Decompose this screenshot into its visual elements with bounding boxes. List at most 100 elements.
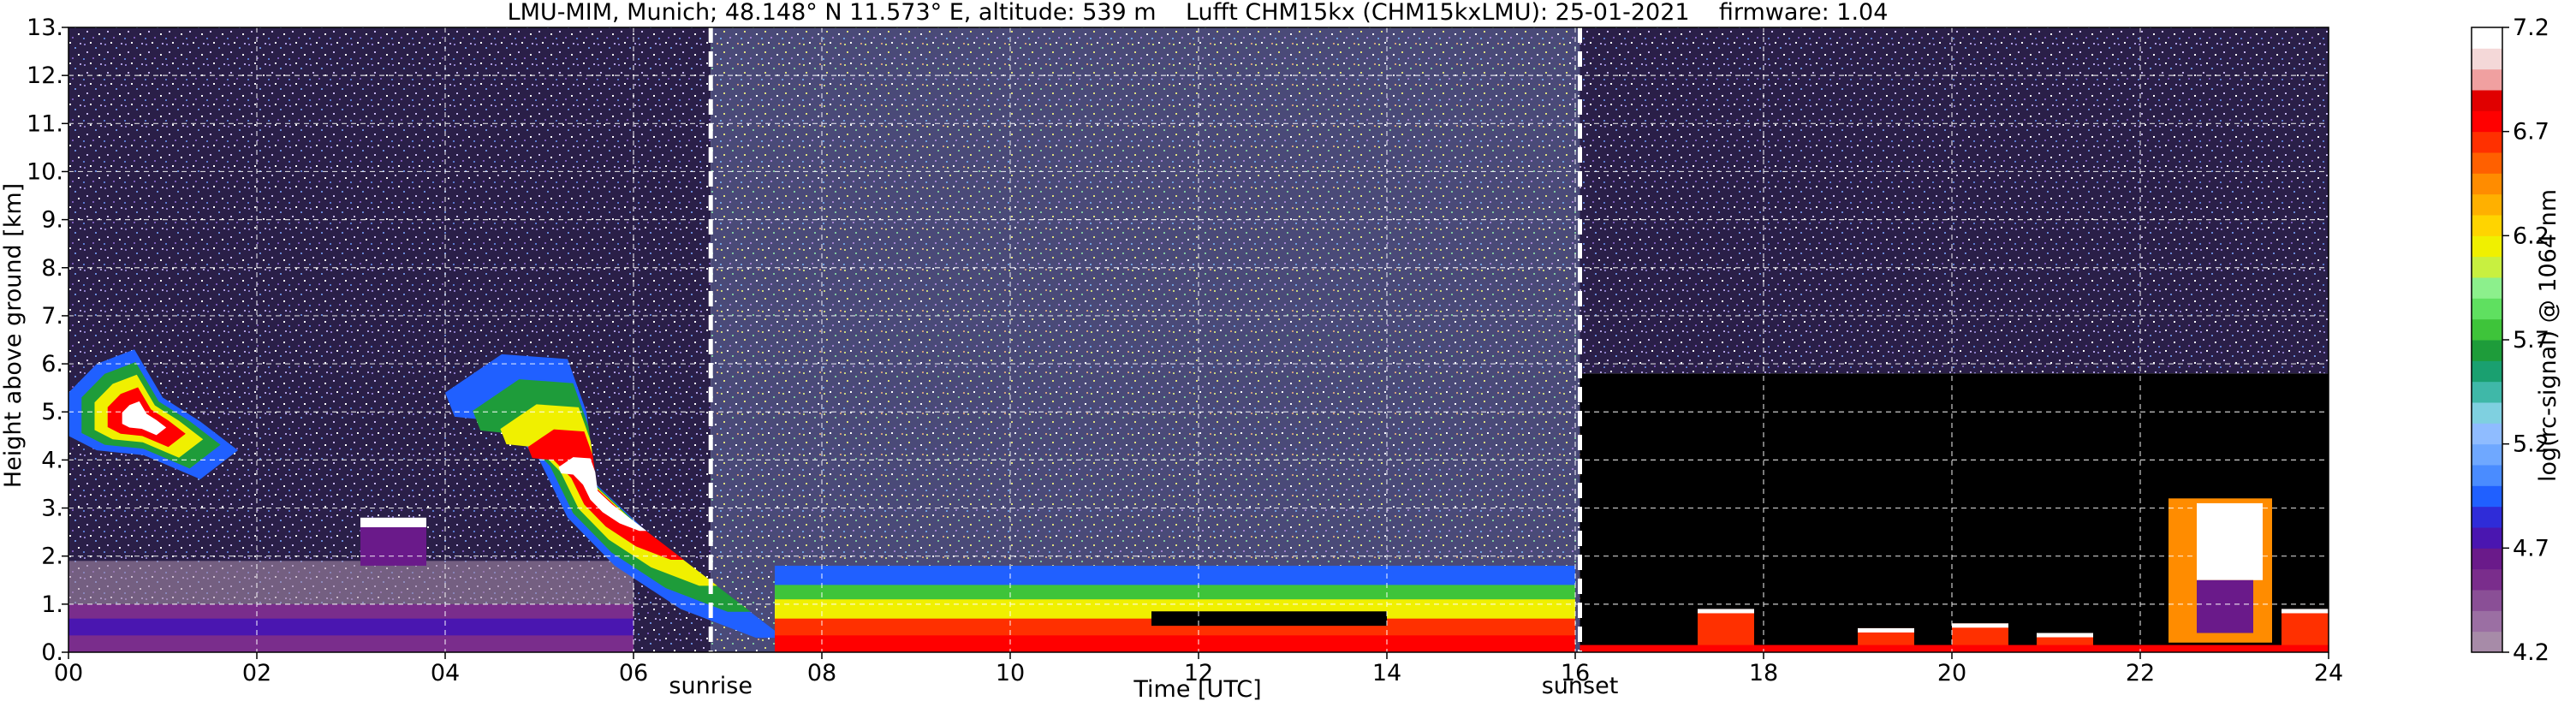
colorbar: 4.2 4.7 5.2 5.7 6.2 6.7 7.2 log(rc-signal) @ 1… xyxy=(2471,15,2561,666)
backscatter-heatmap xyxy=(68,27,2329,652)
y-tick-label: 5. xyxy=(41,399,63,425)
colorbar-segment xyxy=(2472,131,2502,153)
colorbar-segment xyxy=(2472,527,2502,549)
annotation-lines xyxy=(708,27,1582,652)
x-tick-label: 24 xyxy=(2314,660,2343,686)
colorbar-segment xyxy=(2472,27,2502,49)
plot-area xyxy=(68,27,2329,653)
sunrise-label: sunrise xyxy=(669,673,753,699)
feature-cloud-early xyxy=(68,349,238,479)
colorbar-segment xyxy=(2472,256,2502,278)
x-tick-label: 02 xyxy=(242,660,271,686)
colorbar-segment xyxy=(2472,465,2502,486)
x-tick-label: 14 xyxy=(1372,660,1401,686)
colorbar-tick-label: 5.7 xyxy=(2513,327,2549,354)
x-tick-label: 18 xyxy=(1749,660,1778,686)
aerosol-tuft-top-4 xyxy=(2282,609,2329,614)
y-tick-label: 13. xyxy=(27,15,63,41)
aerosol-tuft-top-1 xyxy=(1858,627,1914,633)
y-tick-label: 7. xyxy=(41,303,63,330)
x-axis-label: Time [UTC] xyxy=(1133,676,1261,703)
colorbar-segment xyxy=(2472,590,2502,611)
x-axis: 00 02 04 06 08 10 12 14 16 18 20 22 24 xyxy=(54,652,2343,686)
colorbar-segment xyxy=(2472,193,2502,216)
colorbar-tick-label: 4.7 xyxy=(2513,535,2549,561)
colorbar-segment xyxy=(2472,381,2502,403)
y-tick-label: 2. xyxy=(41,544,63,570)
x-tick-label: 10 xyxy=(996,660,1025,686)
late-top xyxy=(2197,502,2263,580)
colorbar-tick-label: 4.2 xyxy=(2513,639,2549,666)
y-tick-label: 6. xyxy=(41,351,63,377)
colorbar-segment xyxy=(2472,485,2502,508)
y-tick-label: 11. xyxy=(27,110,63,137)
cloud-layer-4 xyxy=(558,457,647,532)
y-tick-label: 4. xyxy=(41,447,63,473)
colorbar-segment xyxy=(2472,360,2502,383)
dbl-dark-band xyxy=(1151,611,1387,627)
colorbar-segment xyxy=(2472,443,2502,466)
colorbar-tick-label: 6.7 xyxy=(2513,119,2549,146)
x-tick-label: 04 xyxy=(431,660,460,686)
colorbar-segment xyxy=(2472,215,2502,236)
colorbar-segment xyxy=(2472,610,2502,633)
colorbar-tick-label: 7.2 xyxy=(2513,15,2549,41)
colorbar-segments xyxy=(2472,27,2502,653)
feature-cloud-small xyxy=(360,517,426,566)
cloud-body xyxy=(360,527,426,566)
aerosol-tuft-top-3 xyxy=(2037,633,2093,638)
colorbar-segment xyxy=(2472,48,2502,70)
x-tick-label: 16 xyxy=(1561,660,1590,686)
colorbar-segment xyxy=(2472,340,2502,361)
y-tick-label: 10. xyxy=(27,158,63,185)
colorbar-ticks: 4.2 4.7 5.2 5.7 6.2 6.7 7.2 xyxy=(2502,15,2549,666)
surface-layer xyxy=(1580,645,2329,652)
bl-haze xyxy=(68,561,634,604)
y-tick-label: 9. xyxy=(41,207,63,234)
y-tick-label: 12. xyxy=(27,62,63,89)
y-tick-label: 1. xyxy=(41,591,63,618)
feature-boundary-layer xyxy=(68,561,634,652)
grid-lines xyxy=(68,27,2329,652)
feature-daytime-boundary-layer xyxy=(775,565,1575,652)
colorbar-segment xyxy=(2472,110,2502,133)
sunset-label: sunset xyxy=(1542,673,1619,699)
colorbar-segment xyxy=(2472,173,2502,195)
x-tick-label: 22 xyxy=(2126,660,2155,686)
y-tick-label: 8. xyxy=(41,255,63,282)
colorbar-segment xyxy=(2472,548,2502,570)
y-axis: 0. 1. 2. 3. 4. 5. 6. 7. 8. 9. 10. 11. 12. 13. xyxy=(27,15,68,666)
y-axis-label: Height above ground [km] xyxy=(0,183,27,488)
colorbar-segment xyxy=(2472,235,2502,258)
annotation-labels: sunrise sunset xyxy=(669,673,1618,699)
colorbar-tick-label: 6.2 xyxy=(2513,223,2549,249)
feature-cloud-late xyxy=(2168,498,2272,643)
y-tick-label: 3. xyxy=(41,496,63,522)
aerosol-tuft-top-2 xyxy=(1952,623,2008,628)
aerosol-tuft-top-0 xyxy=(1698,609,1754,614)
colorbar-segment xyxy=(2472,277,2502,299)
bl-core xyxy=(68,618,634,636)
x-tick-label: 20 xyxy=(1937,660,1966,686)
colorbar-segment xyxy=(2472,318,2502,341)
x-tick-label: 00 xyxy=(54,660,83,686)
dbl-base xyxy=(775,635,1575,652)
y-tick-label: 0. xyxy=(41,639,63,666)
colorbar-segment xyxy=(2472,423,2502,445)
colorbar-tick-label: 5.2 xyxy=(2513,431,2549,458)
cloud-layer-4 xyxy=(122,401,167,436)
background-daytime xyxy=(711,27,1580,652)
colorbar-segment xyxy=(2472,298,2502,320)
chart-title: LMU-MIM, Munich; 48.148° N 11.573° E, al… xyxy=(508,0,1889,26)
colorbar-segment xyxy=(2472,568,2502,591)
late-core xyxy=(2197,579,2253,633)
colorbar-segment xyxy=(2472,506,2502,528)
colorbar-segment xyxy=(2472,90,2502,111)
background-night-late xyxy=(1580,27,2329,374)
x-tick-label: 12 xyxy=(1184,660,1213,686)
x-tick-label: 06 xyxy=(619,660,648,686)
colorbar-segment xyxy=(2472,68,2502,91)
colorbar-segment xyxy=(2472,402,2502,424)
x-tick-label: 08 xyxy=(807,660,836,686)
